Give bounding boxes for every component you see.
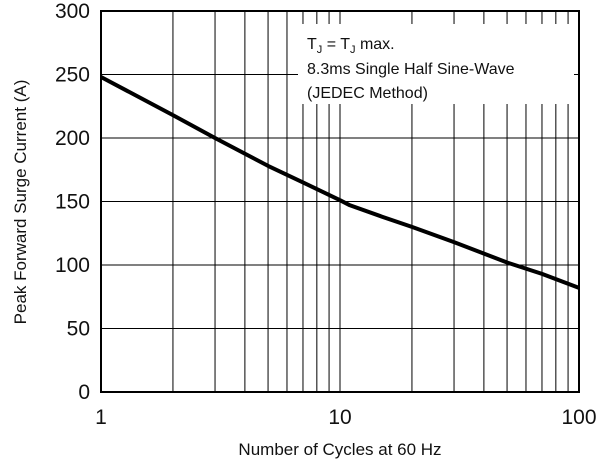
y-tick-label: 100 — [55, 254, 90, 277]
y-tick-label: 300 — [55, 0, 90, 23]
x-tick-label: 10 — [328, 406, 351, 429]
annotation-box — [298, 24, 574, 104]
y-tick-labels: 0 50 100 150 200 250 300 — [55, 0, 90, 404]
x-axis-label: Number of Cycles at 60 Hz — [238, 440, 441, 459]
y-tick-label: 250 — [55, 64, 90, 87]
annotation-line-2: 8.3ms Single Half Sine-Wave — [307, 61, 515, 78]
x-tick-labels: 1 10 100 — [95, 406, 596, 429]
x-tick-label: 1 — [95, 406, 107, 429]
plot-frame — [100, 10, 580, 393]
y-tick-label: 50 — [67, 318, 90, 341]
x-tick-label: 100 — [561, 406, 596, 429]
y-tick-label: 150 — [55, 191, 90, 214]
y-tick-label: 0 — [78, 381, 90, 404]
annotation-line-3: (JEDEC Method) — [307, 85, 428, 102]
y-axis-label: Peak Forward Surge Current (A) — [11, 80, 30, 325]
series-line — [100, 75, 580, 290]
annotation-line-1: TJ = TJ max. — [307, 36, 395, 56]
y-tick-label: 200 — [55, 127, 90, 150]
